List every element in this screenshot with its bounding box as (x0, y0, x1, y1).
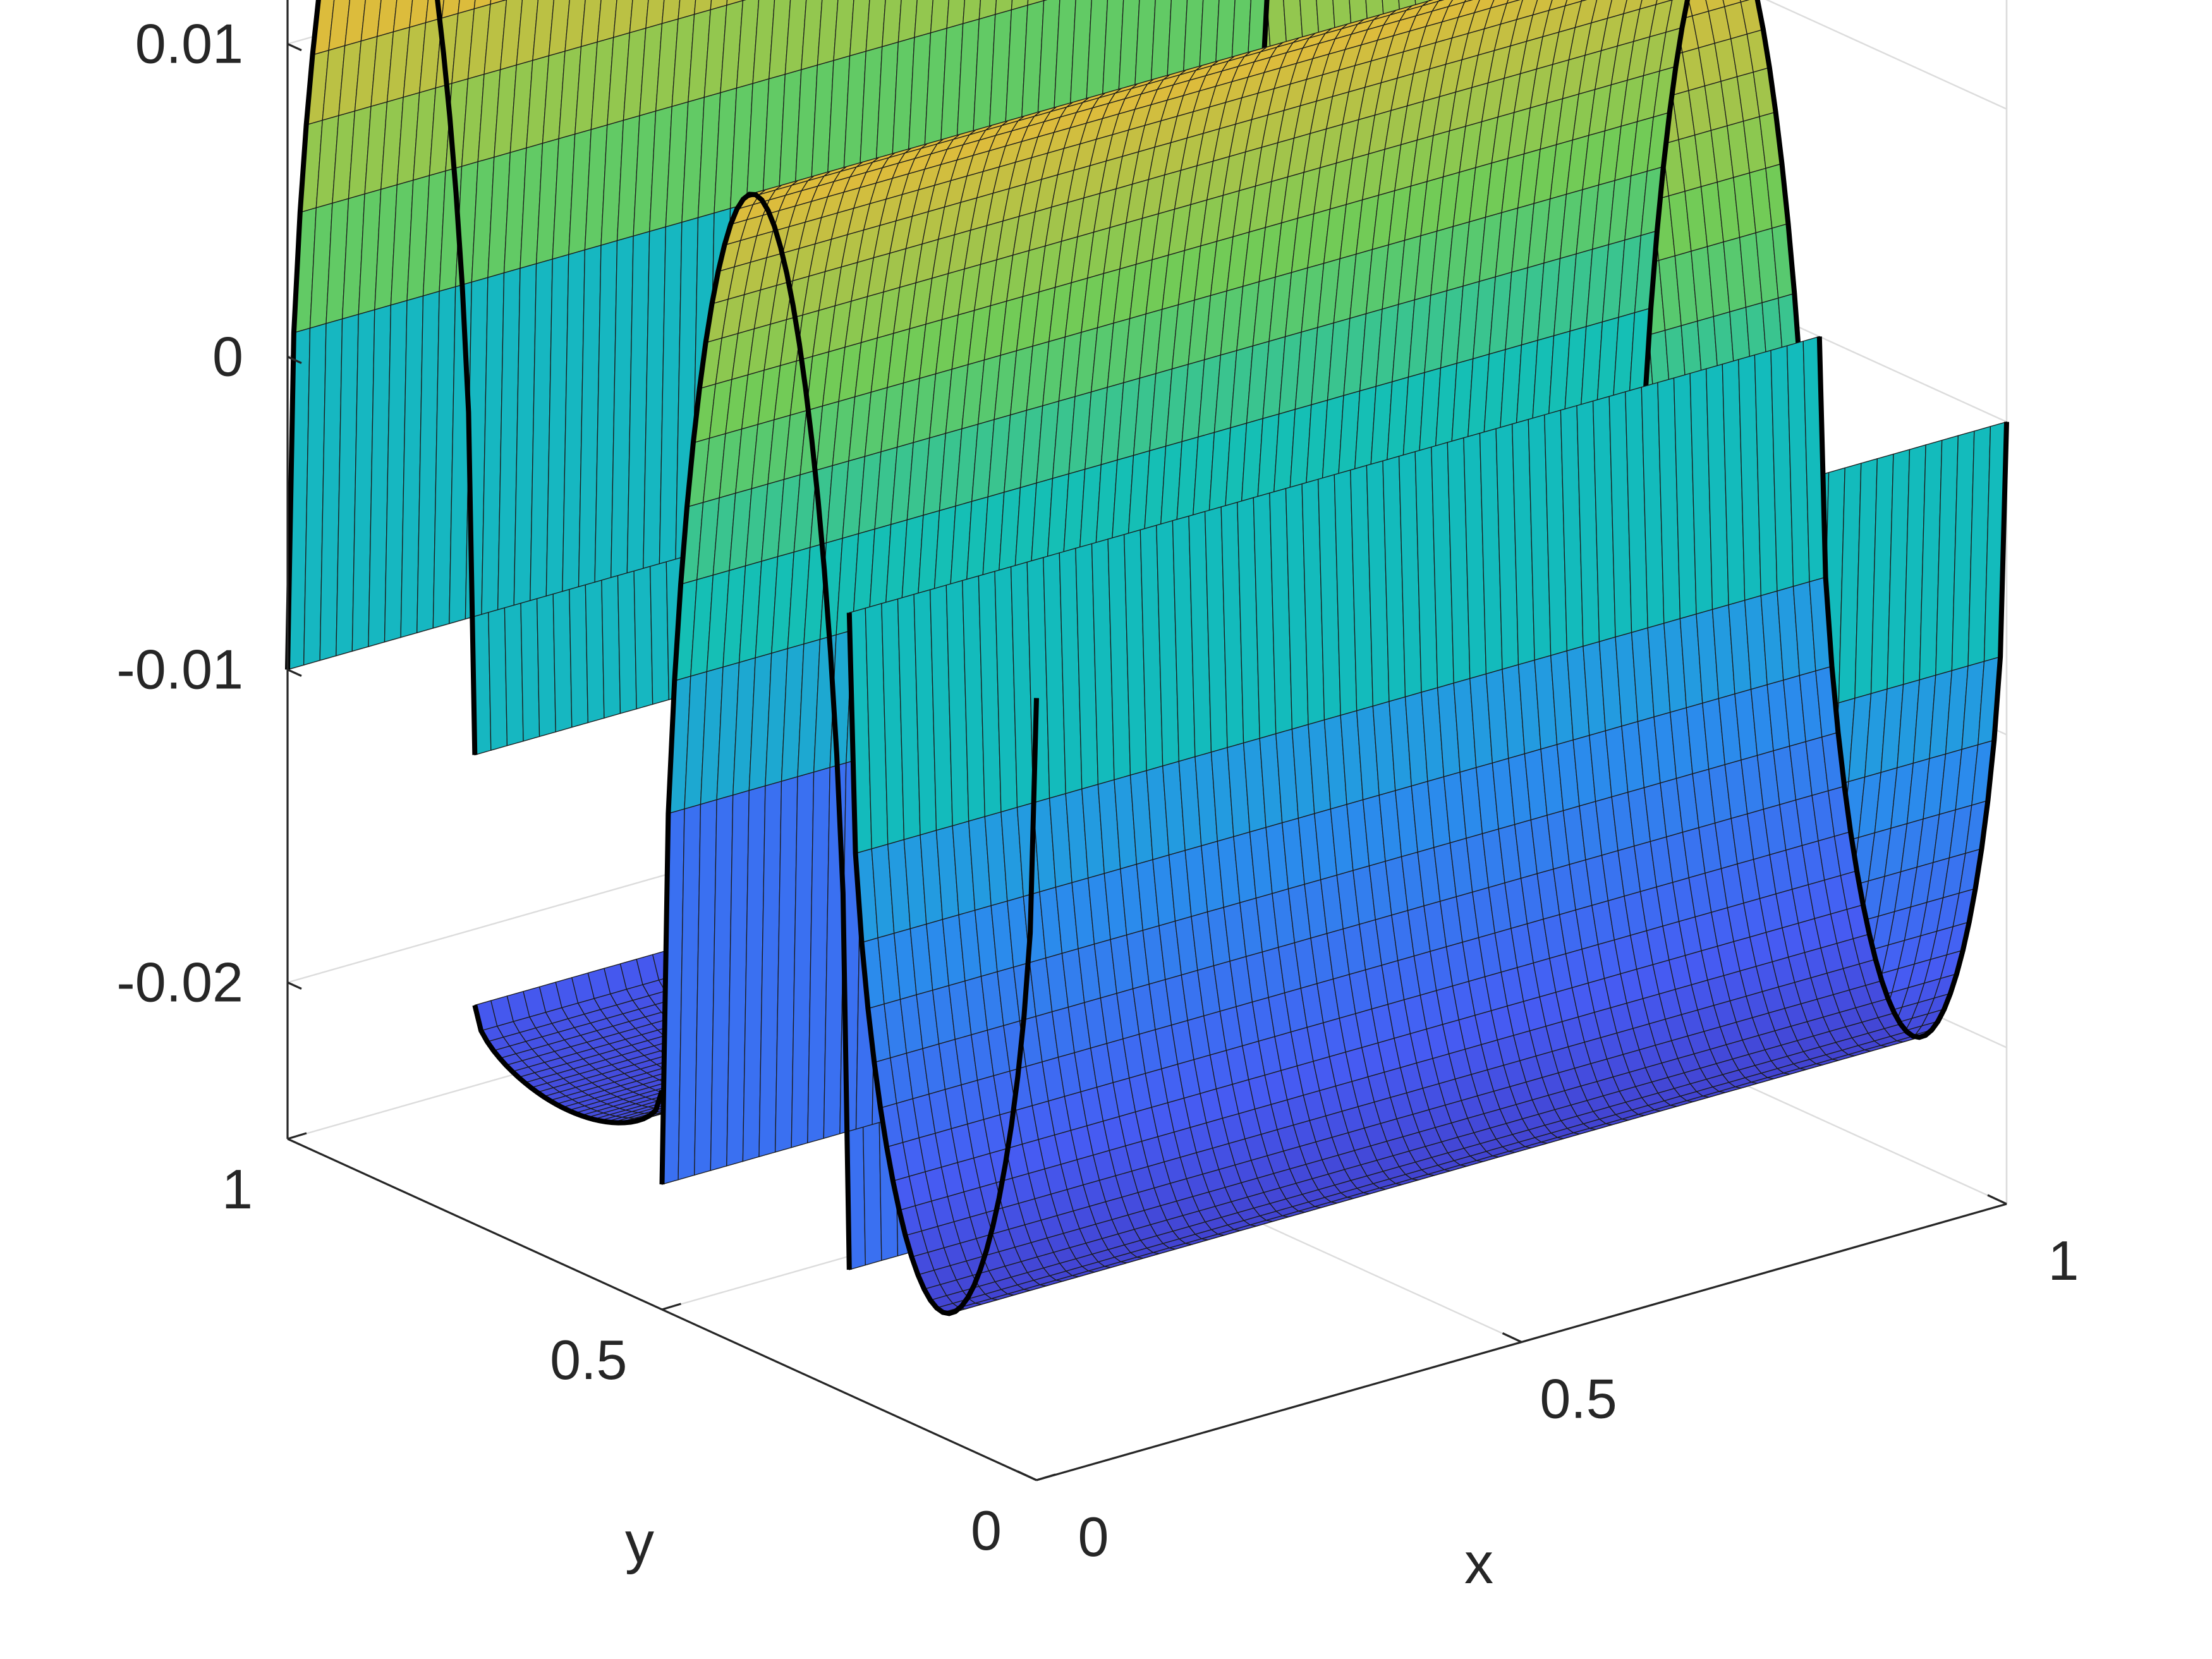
surface-cell (1705, 0, 1725, 12)
surface-edge-curve (472, 1004, 665, 1126)
surface-cell (1722, 0, 1742, 8)
surface-cell (1688, 0, 1710, 16)
surface-edge-curve (285, 0, 478, 755)
surface-cell (1739, 0, 1749, 3)
surface-cell (1581, 0, 1588, 2)
surface-layer (285, 0, 2009, 1316)
